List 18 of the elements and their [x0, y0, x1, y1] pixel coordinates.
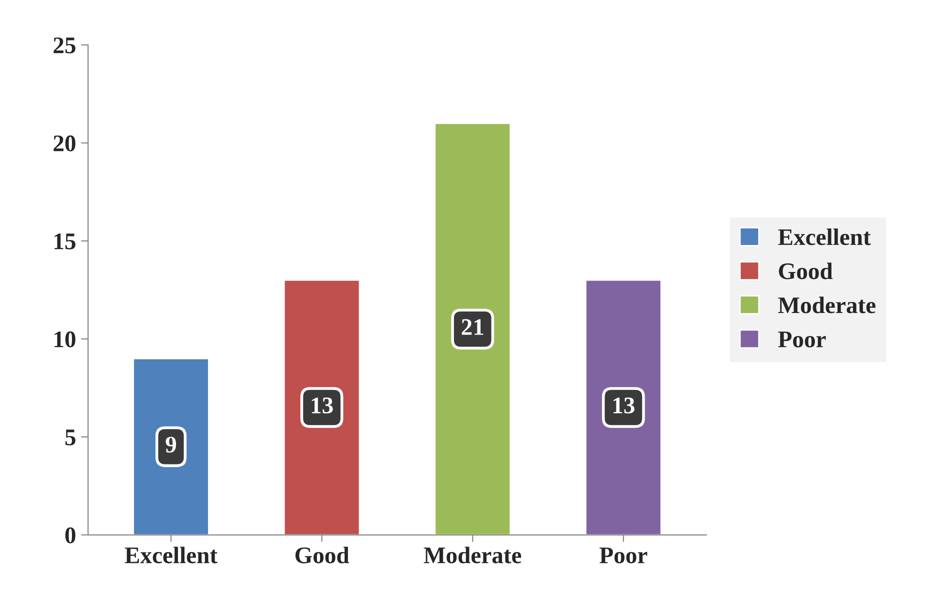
y-tick-label: 10 — [54, 331, 76, 348]
legend-label: Excellent — [778, 228, 871, 246]
y-tick-label: 15 — [54, 234, 76, 250]
data-label: 13 — [614, 398, 634, 414]
data-label: 9 — [166, 436, 176, 453]
y-tick-label: 5 — [65, 430, 76, 446]
x-tick-label: Good — [295, 546, 350, 564]
x-tick-label: Moderate — [424, 546, 522, 564]
legend-label: Good — [778, 262, 833, 280]
legend-label: Moderate — [778, 296, 876, 314]
x-tick-label: Poor — [600, 548, 648, 564]
legend-label: Poor — [778, 332, 826, 348]
y-tick-label: 20 — [54, 135, 76, 152]
y-tick-label: 25 — [54, 37, 76, 54]
x-tick-label: Excellent — [124, 546, 218, 564]
data-label: 21 — [462, 319, 484, 335]
data-label: 13 — [312, 398, 333, 414]
y-tick-label: 0 — [65, 527, 76, 544]
